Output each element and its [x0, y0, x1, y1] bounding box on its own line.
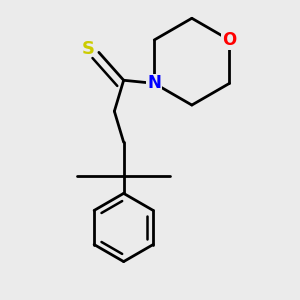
Text: O: O [222, 31, 236, 49]
Text: S: S [82, 40, 94, 58]
Text: N: N [147, 74, 161, 92]
